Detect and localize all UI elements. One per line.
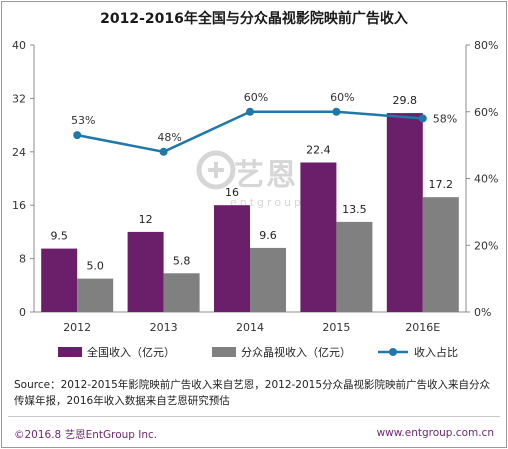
bar-data-label: 9.5 (50, 230, 68, 243)
bar-data-label: 5.8 (173, 254, 191, 267)
bar-focus-media (77, 278, 114, 312)
y-left-tick-label: 40 (12, 39, 26, 52)
x-tick-label: 2015 (322, 321, 350, 334)
chart-svg: 0 8 16 24 32 40 0% 20% 40% 60% 80% 2012 2013 2014 2015… (12, 39, 498, 359)
bar-focus-media (163, 273, 200, 312)
bar-national (41, 248, 78, 312)
bar-focus-media (336, 221, 373, 312)
y-right-tick-label: 0% (474, 306, 491, 319)
y-right-tick-label: 80% (474, 39, 498, 52)
chart-title: 2012-2016年全国与分众晶视影院映前广告收入 (100, 11, 408, 27)
bar-data-label: 9.6 (259, 229, 277, 242)
ratio-data-label: 60% (330, 91, 354, 104)
legend-marker (389, 348, 397, 356)
x-tick-label: 2014 (236, 321, 264, 334)
bar-data-label: 12 (139, 213, 153, 226)
legend-label: 全国收入（亿元） (87, 345, 175, 359)
copyright-text: ©2016.8 艺恩EntGroup Inc. (14, 429, 158, 441)
ratio-point (73, 131, 82, 140)
legend-item-ratio: 收入占比 (378, 345, 458, 359)
y-right-tick-label: 60% (474, 106, 498, 119)
y-left-tick-label: 16 (12, 199, 26, 212)
bar-national (386, 113, 423, 313)
y-right-tick-label: 40% (474, 173, 498, 186)
bar-national (214, 205, 250, 312)
ratio-point (332, 107, 341, 116)
legend-swatch (58, 347, 82, 357)
ratio-point (418, 114, 427, 123)
legend-label: 收入占比 (414, 345, 458, 359)
y-left-tick-label: 0 (19, 306, 26, 319)
bar-data-label: 22.4 (306, 143, 331, 156)
bar-focus-media (422, 197, 459, 312)
source-note: Source：2012-2015年影院映前广告收入来自艺恩，2012-2015分… (14, 379, 491, 407)
bar-data-label: 16 (225, 186, 239, 199)
watermark-logo-icon (196, 150, 236, 190)
ratio-data-label: 53% (71, 114, 95, 127)
legend: 全国收入（亿元） 分众晶视收入（亿元） 收入占比 (58, 345, 458, 359)
watermark-text: 艺恩 (234, 158, 298, 193)
y-right-tick-label: 20% (474, 239, 498, 252)
bar-group (41, 113, 459, 313)
x-tick-label: 2012 (63, 321, 91, 334)
legend-item-national: 全国收入（亿元） (58, 345, 175, 359)
ratio-point (159, 147, 168, 156)
x-tick-label: 2013 (150, 321, 178, 334)
footer-divider (8, 416, 500, 417)
y-left-tick-label: 32 (12, 92, 26, 105)
ratio-point (246, 107, 254, 116)
bar-national (127, 231, 164, 312)
bar-data-label: 29.8 (393, 94, 418, 107)
ratio-data-label: 60% (244, 91, 268, 104)
bar-focus-media (250, 247, 286, 312)
website-text: www.entgroup.com.cn (376, 427, 494, 439)
legend-item-focus-media: 分众晶视收入（亿元） (212, 345, 351, 359)
y-left-tick-label: 8 (19, 253, 26, 266)
bar-national (300, 162, 337, 312)
data-label-group: 9.5 12 16 22.4 29.8 5.0 5.8 9.6 13.5 17.2 53% 48% 60… (50, 91, 457, 273)
x-tick-label: 2016E (405, 321, 440, 334)
bar-data-label: 5.0 (86, 260, 104, 273)
y-left-tick-label: 24 (12, 146, 26, 159)
ratio-line (76, 110, 423, 154)
bar-data-label: 17.2 (429, 178, 454, 191)
line-group (73, 107, 427, 156)
ratio-data-label: 48% (157, 131, 181, 144)
ratio-data-label: 58% (433, 112, 457, 125)
legend-label: 分众晶视收入（亿元） (241, 345, 351, 359)
legend-swatch (212, 347, 236, 357)
bar-data-label: 13.5 (342, 203, 367, 216)
